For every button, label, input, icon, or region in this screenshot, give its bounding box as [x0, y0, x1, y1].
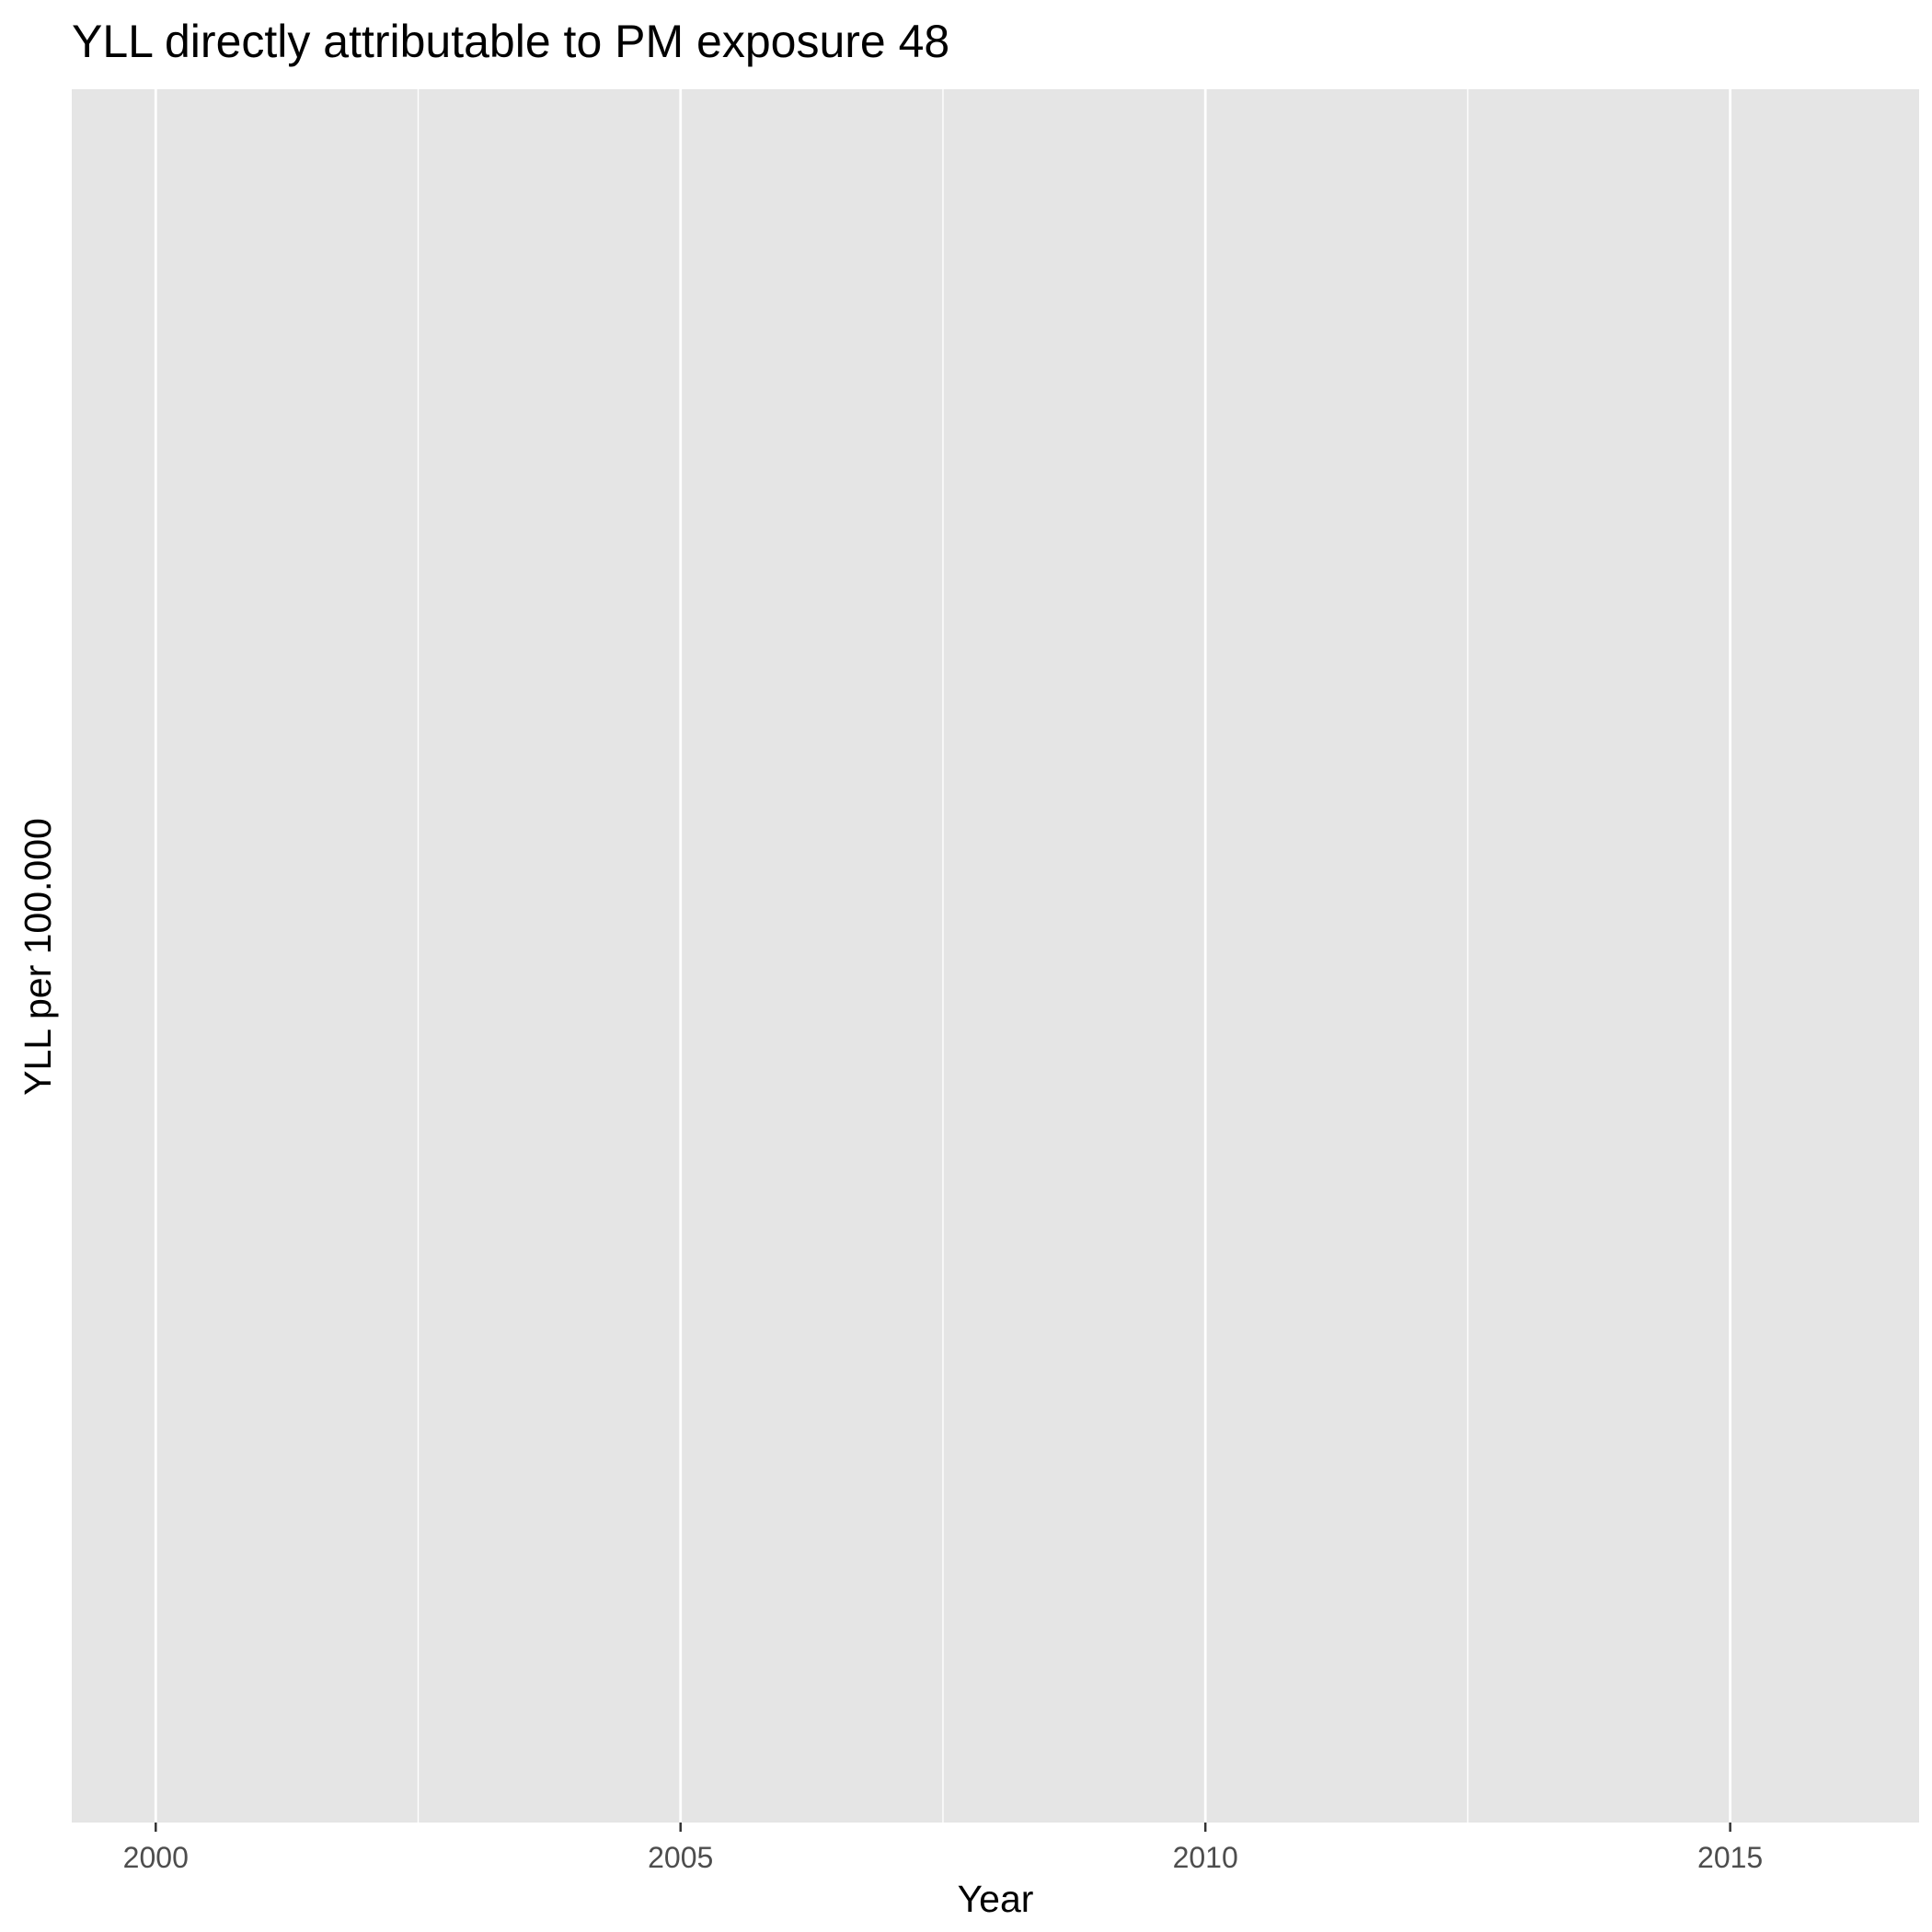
x-tick-label: 2015: [1697, 1841, 1763, 1874]
x-tick-label: 2000: [123, 1841, 189, 1874]
x-axis-ticks: [155, 1823, 1731, 1832]
y-axis-title: YLL per 100.000: [17, 818, 59, 1096]
x-axis-tick-labels: 2000 2005 2010 2015: [123, 1841, 1764, 1874]
chart-title: YLL directly attributable to PM exposure…: [72, 16, 949, 67]
x-tick-label: 2005: [648, 1841, 713, 1874]
major-gridlines: [154, 89, 1732, 1823]
x-axis-title: Year: [958, 1878, 1034, 1920]
x-tick-label: 2010: [1173, 1841, 1238, 1874]
minor-gridlines: [417, 89, 1469, 1823]
plot-panel: [72, 89, 1919, 1823]
